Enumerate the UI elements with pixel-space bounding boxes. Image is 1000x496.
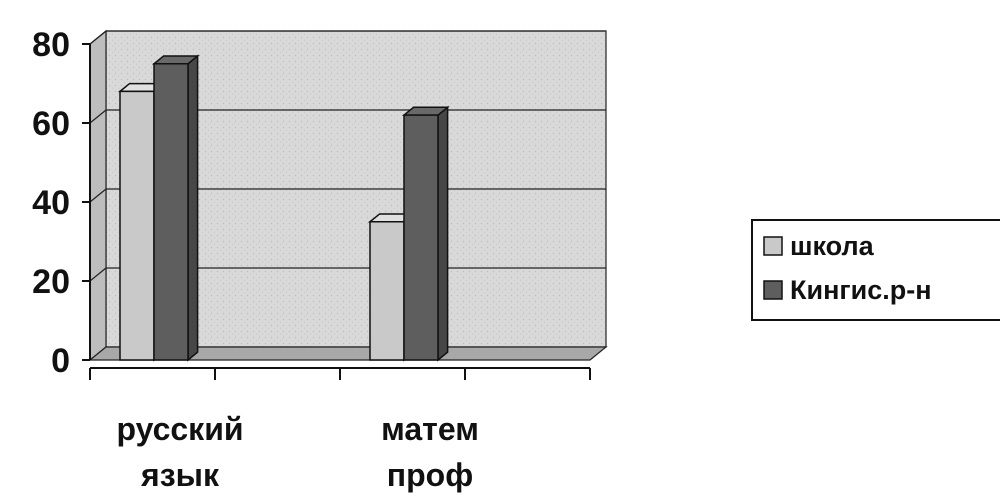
x-tick-label: язык [140, 457, 220, 493]
bar-front [153, 63, 189, 361]
gridline-side [89, 109, 107, 124]
axes [82, 43, 591, 380]
x-tick-label: проф [387, 457, 473, 493]
bar [401, 105, 450, 362]
x-tick-label: русский [116, 411, 243, 447]
y-tick-labels: 0 20 40 60 80 [32, 26, 70, 380]
legend-swatch [763, 236, 783, 256]
x-tick-labels: русский язык матем проф [116, 411, 478, 493]
bar-front [119, 90, 155, 361]
bars [117, 54, 450, 362]
gridline-side [89, 267, 107, 282]
legend-label: Кингис.р-н [790, 275, 932, 305]
bar-front [369, 221, 405, 361]
y-tick-label: 40 [32, 184, 70, 222]
y-tick-label: 20 [32, 263, 70, 301]
bar [151, 54, 200, 362]
y-tick-label: 60 [32, 105, 70, 143]
gridline-side [89, 30, 107, 45]
y-tick-label: 0 [51, 342, 70, 380]
legend: школа Кингис.р-н [751, 219, 1000, 321]
gridline-side [89, 188, 107, 203]
bar-front [403, 114, 439, 361]
legend-swatch [763, 280, 783, 300]
bar-side [437, 105, 449, 362]
legend-label: школа [790, 231, 875, 261]
x-tick-label: матем [381, 411, 479, 447]
y-tick-label: 80 [32, 26, 70, 64]
bar-side [187, 54, 199, 362]
legend-box [751, 219, 1000, 321]
